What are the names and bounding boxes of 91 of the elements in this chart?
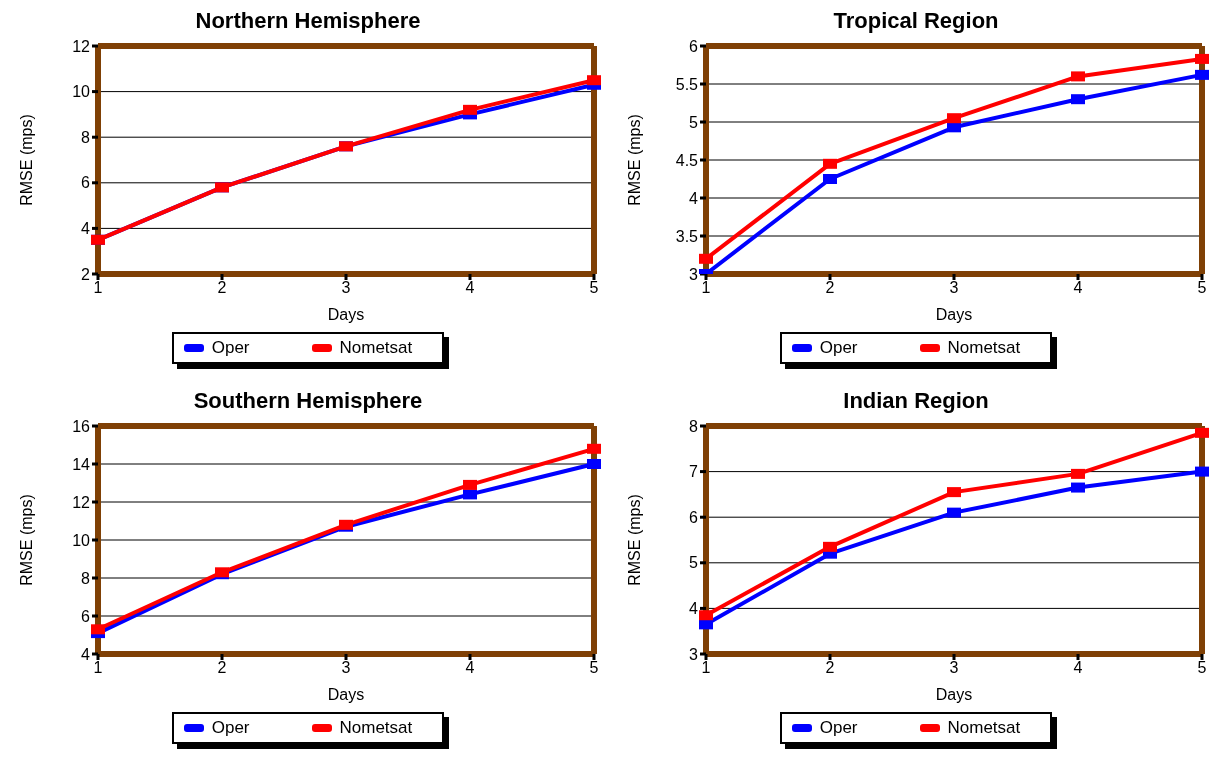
y-tick-label: 10 [72, 531, 91, 549]
point [947, 122, 961, 133]
y-tick-label: 16 [72, 417, 91, 435]
y-tick-label: 2 [81, 265, 91, 283]
y-tick-label: 10 [72, 83, 91, 101]
point [823, 158, 837, 169]
y-tick-label: 4.5 [675, 151, 699, 169]
x-tick-label: 1 [93, 279, 103, 297]
point [587, 459, 601, 469]
legend-label: Oper [819, 718, 858, 738]
y-tick-label: 6 [689, 508, 699, 526]
y-tick-label: 4 [689, 189, 699, 207]
x-tick-label: 3 [341, 659, 351, 677]
y-axis-title: RMSE (mps) [625, 114, 643, 206]
legend-label: Nometsat [947, 338, 1021, 358]
x-tick-label: 1 [701, 279, 711, 297]
y-tick-label: 6 [81, 607, 91, 625]
point [699, 619, 713, 630]
y-axis-title: RMSE (mps) [17, 114, 35, 206]
y-tick-label: 4 [81, 645, 91, 663]
x-axis-title: Days [935, 306, 973, 323]
y-tick-label: 6 [689, 37, 699, 55]
x-tick-label: 5 [1197, 659, 1207, 677]
point [823, 541, 837, 552]
y-tick-label: 8 [81, 128, 91, 146]
point [947, 487, 961, 498]
point [463, 489, 477, 500]
y-tick-label: 5.5 [675, 75, 699, 93]
x-tick-label: 2 [217, 659, 227, 677]
point [1195, 466, 1209, 477]
point [1071, 482, 1085, 493]
y-tick-label: 14 [72, 455, 91, 473]
x-tick-label: 1 [701, 659, 711, 677]
y-tick-label: 5 [689, 554, 699, 572]
y-axis-title: RMSE (mps) [625, 494, 643, 586]
y-tick-label: 7 [689, 463, 699, 481]
y-tick-label: 5 [689, 113, 699, 131]
point [699, 253, 713, 264]
point [947, 507, 961, 518]
x-tick-label: 4 [1073, 659, 1083, 677]
y-axis-title: RMSE (mps) [17, 494, 35, 586]
x-tick-label: 2 [825, 279, 835, 297]
legend-label: Oper [819, 338, 858, 358]
point [1195, 69, 1209, 80]
x-tick-label: 4 [465, 279, 475, 297]
legend-label: Oper [211, 338, 250, 358]
x-tick-label: 2 [825, 659, 835, 677]
point [1071, 468, 1085, 479]
legend-label: Nometsat [339, 338, 413, 358]
point [1195, 427, 1209, 438]
point [1071, 71, 1085, 82]
y-tick-label: 12 [72, 493, 91, 511]
point [1071, 94, 1085, 105]
point [463, 479, 477, 490]
chart-title: Southern Hemisphere [193, 388, 423, 415]
y-tick-label: 4 [689, 600, 699, 618]
y-tick-label: 3 [689, 265, 699, 283]
point [587, 75, 601, 86]
y-tick-label: 4 [81, 220, 91, 238]
x-tick-label: 4 [465, 659, 475, 677]
legend-label: Oper [211, 718, 250, 738]
point [1195, 53, 1209, 64]
legend-label: Nometsat [947, 718, 1021, 738]
x-tick-label: 5 [589, 659, 599, 677]
point [587, 443, 601, 454]
x-tick-label: 5 [1197, 279, 1207, 297]
x-tick-label: 3 [949, 659, 959, 677]
y-tick-label: 3 [689, 645, 699, 663]
y-tick-label: 12 [72, 37, 91, 55]
x-tick-label: 2 [217, 279, 227, 297]
y-tick-label: 6 [81, 174, 91, 192]
point [823, 174, 837, 184]
y-tick-label: 3.5 [675, 227, 699, 245]
chart-title: Tropical Region [833, 8, 999, 35]
y-tick-label: 8 [81, 569, 91, 587]
point [947, 113, 961, 124]
point [699, 610, 713, 621]
legend-label: Nometsat [339, 718, 413, 738]
x-tick-label: 3 [949, 279, 959, 297]
x-tick-label: 4 [1073, 279, 1083, 297]
point [91, 624, 105, 635]
y-tick-label: 8 [689, 417, 699, 435]
x-axis-title: Days [327, 686, 365, 703]
x-tick-label: 1 [93, 659, 103, 677]
point [463, 104, 477, 115]
chart-title: Northern Hemisphere [195, 8, 421, 35]
x-axis-title: Days [327, 306, 365, 323]
x-axis-title: Days [935, 686, 973, 703]
x-tick-label: 5 [589, 279, 599, 297]
x-tick-label: 3 [341, 279, 351, 297]
chart-title: Indian Region [843, 388, 989, 415]
